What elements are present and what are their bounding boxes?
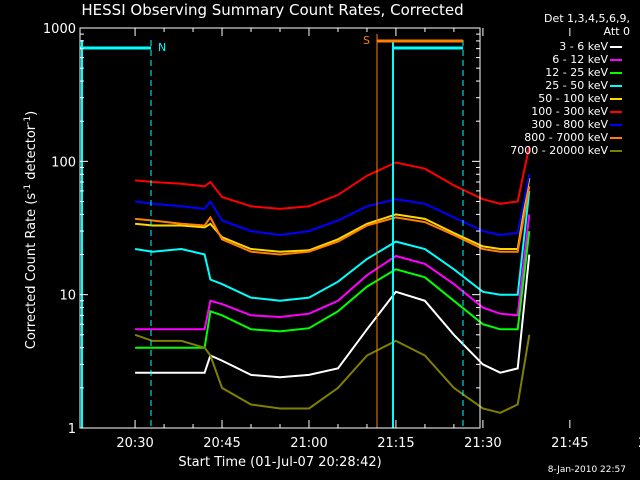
- y-tick-label: 1000: [43, 22, 76, 37]
- y-tick-label: 10: [59, 289, 76, 304]
- legend-item: 3 - 6 keV: [480, 40, 630, 53]
- y-axis-title: Corrected Count Rate (s-1 detector-1): [22, 110, 40, 350]
- series-line-1: [135, 214, 531, 331]
- series-line-8: [134, 333, 531, 414]
- y-tick-label: 100: [51, 155, 76, 170]
- flag-n-label: N: [158, 41, 166, 54]
- series-line-3: [134, 190, 531, 302]
- legend-swatch: [610, 137, 622, 139]
- chart-title: HESSI Observing Summary Count Rates, Cor…: [81, 1, 464, 19]
- legend-label: 25 - 50 keV: [545, 79, 608, 92]
- legend-swatch: [610, 59, 622, 61]
- legend-swatch: [610, 85, 622, 87]
- legend-label: 100 - 300 keV: [531, 105, 608, 118]
- y-tick-label: 1: [68, 422, 76, 437]
- x-tick-label: 20:30: [116, 436, 153, 451]
- legend-item: 7000 - 20000 keV: [480, 144, 630, 157]
- legend-swatch: [610, 124, 622, 126]
- series-line-7: [135, 186, 531, 256]
- series-line-4: [135, 177, 531, 253]
- series-layer: [134, 145, 531, 414]
- timestamp-footer: 8-Jan-2010 22:57: [547, 465, 626, 475]
- x-tick-label: 21:45: [551, 436, 588, 451]
- legend-detectors: Det 1,3,4,5,6,9,: [543, 12, 630, 25]
- legend-item: 25 - 50 keV: [480, 79, 630, 92]
- legend-label: 50 - 100 keV: [538, 92, 608, 105]
- legend-item: 12 - 25 keV: [480, 66, 630, 79]
- x-tick-label: 21:00: [290, 436, 327, 451]
- x-tick-label: 21:15: [377, 436, 414, 451]
- x-tick-label: 21:30: [464, 436, 501, 451]
- legend-item: 6 - 12 keV: [480, 53, 630, 66]
- flag-s-label: S: [363, 34, 370, 47]
- legend-label: 800 - 7000 keV: [524, 131, 608, 144]
- legend-attenuator: Att 0: [603, 25, 630, 38]
- legend-label: 7000 - 20000 keV: [510, 144, 608, 157]
- legend-header: Det 1,3,4,5,6,9, Att 0: [544, 12, 630, 38]
- legend-label: 300 - 800 keV: [531, 118, 608, 131]
- legend-swatch: [610, 150, 622, 152]
- legend-item: 800 - 7000 keV: [480, 131, 630, 144]
- x-tick-label: 20:45: [203, 436, 240, 451]
- legend: 3 - 6 keV 6 - 12 keV 12 - 25 keV 25 - 50 ke…: [480, 40, 630, 157]
- x-tick-label: 22:00: [638, 436, 640, 451]
- series-line-5: [135, 145, 531, 210]
- legend-swatch: [610, 72, 622, 74]
- legend-swatch: [610, 111, 622, 113]
- series-line-2: [135, 230, 531, 349]
- tick-layer: 20:30 20:45 21:00 21:15 21:30 21:45 22:00 1 10 10…: [43, 22, 640, 451]
- legend-swatch: [610, 98, 622, 100]
- plot-frame: [79, 27, 481, 429]
- legend-label: 3 - 6 keV: [559, 40, 608, 53]
- legend-item: 300 - 800 keV: [480, 118, 630, 131]
- x-axis-title: Start Time (01-Jul-07 20:28:42): [178, 455, 382, 470]
- legend-item: 100 - 300 keV: [480, 105, 630, 118]
- legend-label: 12 - 25 keV: [545, 66, 608, 79]
- legend-swatch: [610, 46, 622, 48]
- flag-layer: NS: [80, 34, 464, 428]
- series-line-0: [135, 254, 531, 379]
- legend-item: 50 - 100 keV: [480, 92, 630, 105]
- series-line-6: [134, 174, 531, 237]
- legend-label: 6 - 12 keV: [552, 53, 608, 66]
